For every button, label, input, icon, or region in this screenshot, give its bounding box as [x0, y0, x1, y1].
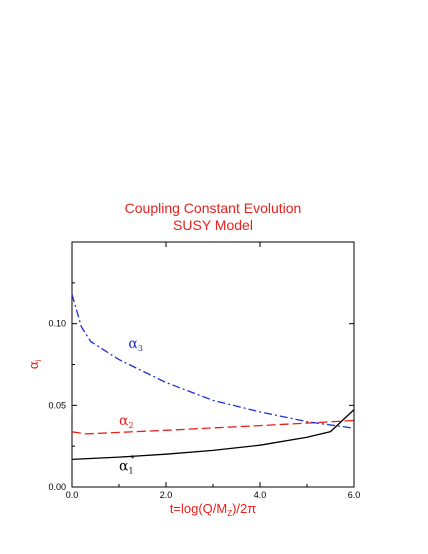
- series-line-1: [71, 409, 355, 461]
- chart-title: Coupling Constant Evolution: [125, 200, 302, 216]
- series-layer: [71, 294, 355, 461]
- x-tick-label: 6.0: [348, 490, 361, 500]
- y-axis-label: αi: [26, 360, 43, 370]
- series-line-2: [71, 419, 355, 435]
- x-tick-label: 0.0: [66, 490, 79, 500]
- x-tick-label: 4.0: [254, 490, 267, 500]
- series-line-3: [71, 294, 355, 429]
- series-label-1: α1*: [119, 455, 135, 476]
- labels-layer: α3 α2 α1* t=log(Q/MZ)/2π αi: [26, 336, 256, 518]
- series-label-2: α2: [119, 413, 134, 430]
- y-tick-label: 0.00: [48, 482, 66, 492]
- y-tick-label: 0.10: [48, 319, 66, 329]
- x-axis-label: t=log(Q/MZ)/2π: [170, 501, 256, 518]
- chart-subtitle: SUSY Model: [173, 217, 253, 233]
- y-tick-label: 0.05: [48, 400, 66, 410]
- x-tick-label: 2.0: [160, 490, 173, 500]
- ticks-layer: 0.0 2.0 4.0 6.0 0.00 0.05 0.10: [48, 242, 360, 500]
- series-label-3: α3: [128, 336, 143, 353]
